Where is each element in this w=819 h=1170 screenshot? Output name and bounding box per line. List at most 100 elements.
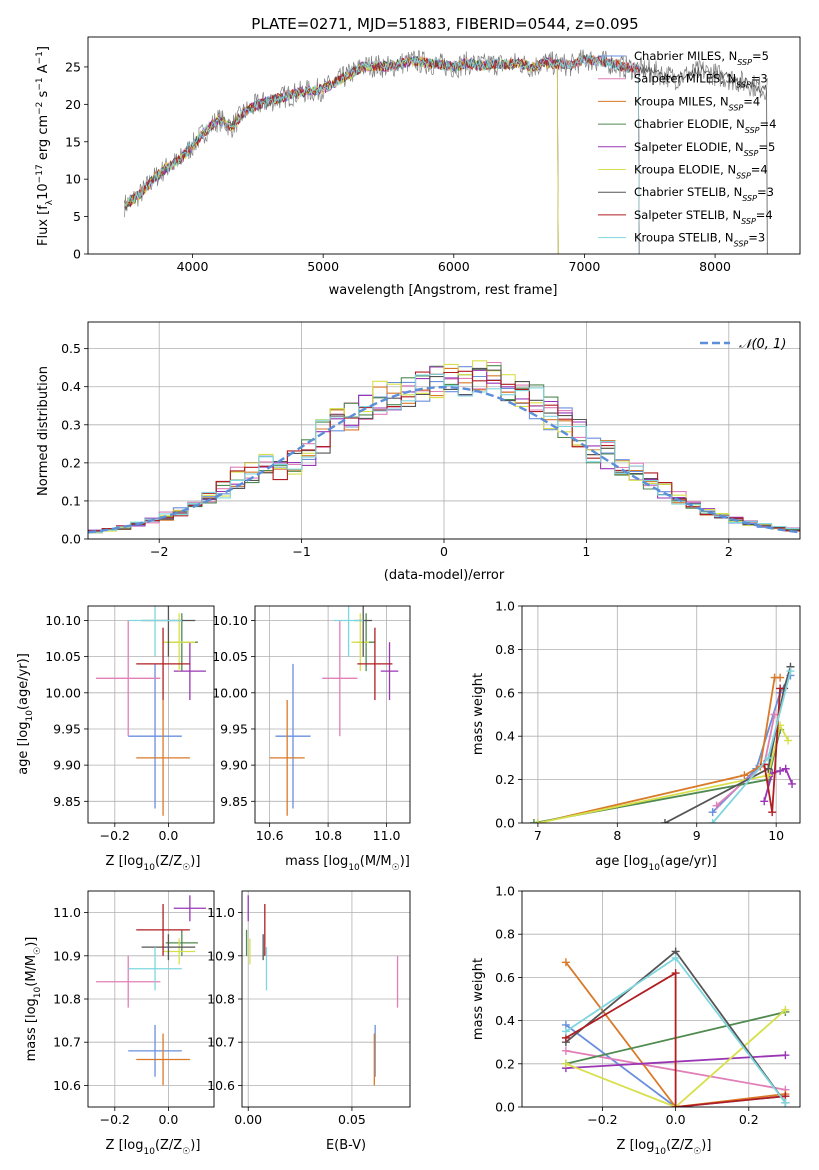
y-tick-label: 10.10	[212, 613, 248, 628]
y-tick-label: 0	[73, 247, 81, 262]
x-tick-label: −1	[292, 544, 310, 559]
x-tick-label: 5000	[307, 259, 339, 274]
x-tick-label: 7000	[569, 259, 601, 274]
y-tick-label: 10.6	[207, 1078, 235, 1093]
axes-frame	[521, 605, 801, 824]
x-tick-label: 0.05	[338, 1112, 366, 1127]
x-tick-label: 7	[534, 828, 542, 843]
legend-label-part: SSP	[734, 239, 749, 248]
x-tick-label: 8	[613, 828, 621, 843]
y-axis-label-part: erg cm	[36, 115, 51, 164]
x-axis-label-part: age [log	[595, 854, 648, 869]
x-axis-label-part: ☉	[182, 863, 190, 873]
x-axis-label-part: ☉	[693, 1147, 701, 1157]
y-axis-label-part: ☉	[33, 947, 43, 955]
y-axis-label: age [log10(age/yr)]	[16, 653, 35, 775]
y-tick-label: 0.8	[495, 927, 515, 942]
y-axis-label: mass weight	[471, 673, 486, 755]
weight-line	[537, 676, 781, 823]
x-axis-label: (data-model)/error	[384, 568, 505, 583]
legend-label-part: Kroupa STELIB, N	[634, 231, 734, 245]
x-axis-label-part: (Z/Z	[666, 1138, 693, 1153]
axes-frame	[87, 605, 215, 824]
x-tick-label: 0.2	[739, 1112, 759, 1127]
x-axis-label-part: (age/yr)]	[660, 854, 717, 869]
normal-legend-label: 𝒩(0, 1)	[739, 337, 786, 352]
weight-point-marker	[781, 1005, 790, 1014]
y-tick-label: 9.90	[220, 758, 248, 773]
x-axis-label: Z [log10(Z/Z☉)]	[617, 1138, 712, 1157]
y-tick-label: 1.0	[495, 884, 515, 899]
legend-label-part: SSP	[729, 103, 744, 112]
weight-point-marker	[788, 779, 797, 788]
weight-point-marker	[561, 1059, 570, 1068]
y-tick-label: 0.0	[495, 1100, 515, 1115]
model-spectrum-line	[124, 54, 640, 254]
legend-label: Chabrier ELODIE, NSSP=4	[634, 117, 776, 135]
y-tick-label: 0.4	[61, 379, 81, 394]
axes-frame	[87, 321, 801, 540]
y-tick-label: 0.4	[495, 729, 515, 744]
y-tick-label: 11.0	[53, 905, 81, 920]
y-tick-label: 0.4	[495, 1013, 515, 1028]
legend-label: Salpeter ELODIE, NSSP=5	[634, 140, 775, 158]
y-tick-label: 9.95	[220, 721, 248, 736]
residual_histogram-plot-area	[88, 360, 800, 534]
y-tick-label: 9.90	[53, 758, 81, 773]
weight-point-marker	[660, 819, 669, 823]
legend-label-part: Salpeter STELIB, N	[634, 208, 741, 222]
x-axis-label-part: (Z/Z	[155, 1138, 182, 1153]
weight-point-marker	[708, 819, 717, 823]
y-tick-label: 10.10	[45, 613, 81, 628]
x-tick-label: −0.2	[100, 828, 130, 843]
y-axis-label-part: −2	[35, 102, 45, 115]
model-spectrum-line	[124, 55, 559, 254]
axes-frame	[87, 890, 215, 1108]
normal-curve-line	[88, 385, 800, 534]
y-tick-label: 9.95	[53, 721, 81, 736]
weight-line	[565, 971, 786, 1107]
age_vs_Z-axes: −0.2 0.0 9.85 9.90 9.95 10.00 10.05 10.10	[45, 605, 215, 843]
x-tick-label: 0.0	[158, 1112, 178, 1127]
x-axis-label: wavelength [Angstrom, rest frame]	[329, 283, 558, 298]
y-tick-label: 10.8	[53, 992, 81, 1007]
spectrum-plot-area	[124, 49, 768, 254]
y-tick-label: 10.7	[53, 1035, 81, 1050]
y-tick-label: 10.6	[53, 1078, 81, 1093]
x-tick-label: 0.0	[666, 1112, 686, 1127]
legend-label-part: SSP	[745, 126, 760, 135]
y-tick-label: 0.1	[61, 493, 81, 508]
y-tick-label: 10.9	[207, 948, 235, 963]
age_vs_Z-plot-area	[96, 606, 206, 816]
legend-label-part: SSP	[737, 58, 752, 67]
mass_vs_EBV-axes: 0.00 0.05 10.6 10.7 10.8 10.9 11.0	[207, 890, 411, 1127]
x-axis-label-part: )]	[190, 854, 200, 869]
y-axis-label-part: (M/M	[24, 955, 39, 987]
y-tick-label: 0.2	[495, 772, 515, 787]
x-tick-label: 8000	[699, 259, 731, 274]
x-axis-label-part: )]	[190, 1138, 200, 1153]
weight-point-marker	[776, 673, 785, 682]
y-tick-label: 20	[65, 97, 81, 112]
x-tick-label: −2	[150, 544, 168, 559]
x-tick-label: 0.00	[234, 1112, 262, 1127]
x-axis-label: mass [log10(M/M☉)]	[285, 854, 410, 873]
weight-point-marker	[671, 953, 680, 962]
legend-label: Salpeter MILES, NSSP=3	[634, 72, 768, 90]
legend-label-part: Chabrier STELIB, N	[634, 185, 742, 199]
y-tick-label: 10.05	[45, 649, 81, 664]
legend-label-part: Chabrier MILES, N	[634, 49, 737, 63]
y-axis-label-part: 10	[33, 986, 43, 998]
weight-point-marker	[760, 797, 769, 806]
spectrum-axes: 4000 5000 6000 7000 8000 0 5 10 15 20 25	[65, 36, 801, 274]
legend-label-part: Salpeter MILES, N	[634, 72, 736, 86]
legend-label-part: =4	[760, 117, 777, 131]
model-spectrum-line	[124, 56, 559, 254]
y-axis-label: mass [log10(M/M☉)]	[24, 937, 43, 1062]
x-tick-label: −0.2	[100, 1112, 130, 1127]
weight-point-marker	[770, 710, 779, 719]
weight-point-marker	[529, 819, 538, 823]
y-tick-label: 11.0	[207, 905, 235, 920]
y-tick-label: 9.85	[53, 794, 81, 809]
massweight_vs_age-axes: 7 8 9 10 0.0 0.2 0.4 0.6 0.8 1.0	[495, 599, 801, 843]
